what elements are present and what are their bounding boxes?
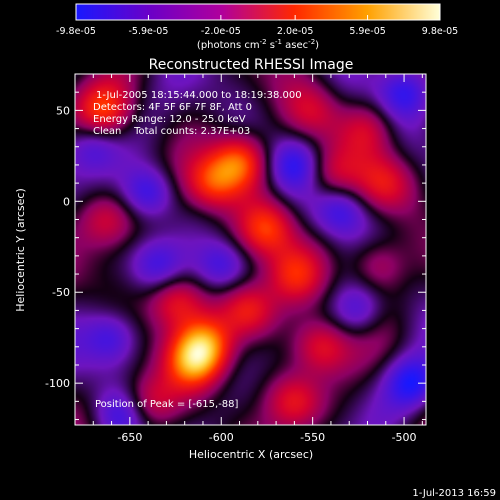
annotation-detectors: Detectors: 4F 5F 6F 7F 8F, Att 0 <box>93 102 252 113</box>
x-axis-label: Heliocentric X (arcsec) <box>189 448 313 461</box>
colorbar-unit-label: (photons cm-2 s-1 asec-2) <box>197 38 319 51</box>
colorbar-tick-label: 9.8e-05 <box>422 26 458 37</box>
x-tick-label: -650 <box>117 431 142 444</box>
colorbar-tick-label: -2.0e-05 <box>201 26 241 37</box>
annotation-energy-range: Energy Range: 12.0 - 25.0 keV <box>93 114 246 125</box>
x-tick-label: -600 <box>209 431 234 444</box>
colorbar-tick-label: -9.8e-05 <box>56 26 96 37</box>
colorbar-tick-label: 5.9e-05 <box>349 26 385 37</box>
chart-title: Reconstructed RHESSI Image <box>149 57 354 73</box>
heatmap-image <box>75 74 426 425</box>
render-timestamp: 1-Jul-2013 16:59 <box>412 488 496 499</box>
colorbar-tick-label: 2.0e-05 <box>277 26 313 37</box>
plot-frame <box>74 73 427 426</box>
colorbar <box>75 3 441 21</box>
axis-ticks: -650 -600 -550 -500 50 0 -50 -100 <box>45 73 426 444</box>
y-axis-label: Heliocentric Y (arcsec) <box>14 188 27 312</box>
annotation-clean-counts: Clean Total counts: 2.37E+03 <box>93 126 250 137</box>
y-tick-label: -100 <box>45 377 70 390</box>
x-tick-label: -550 <box>300 431 325 444</box>
colorbar-ticks: -9.8e-05 -5.9e-05 -2.0e-05 2.0e-05 5.9e-05 9.… <box>56 15 458 37</box>
y-tick-label: 50 <box>56 104 70 117</box>
x-tick-label: -500 <box>392 431 417 444</box>
colorbar-tick-label: -5.9e-05 <box>128 26 168 37</box>
annotation-time-range: 1-Jul-2005 18:15:44.000 to 18:19:38.000 <box>96 90 302 101</box>
y-tick-label: -50 <box>52 286 70 299</box>
peak-position-label: Position of Peak = [-615,-88] <box>95 399 239 410</box>
y-tick-label: 0 <box>63 195 70 208</box>
